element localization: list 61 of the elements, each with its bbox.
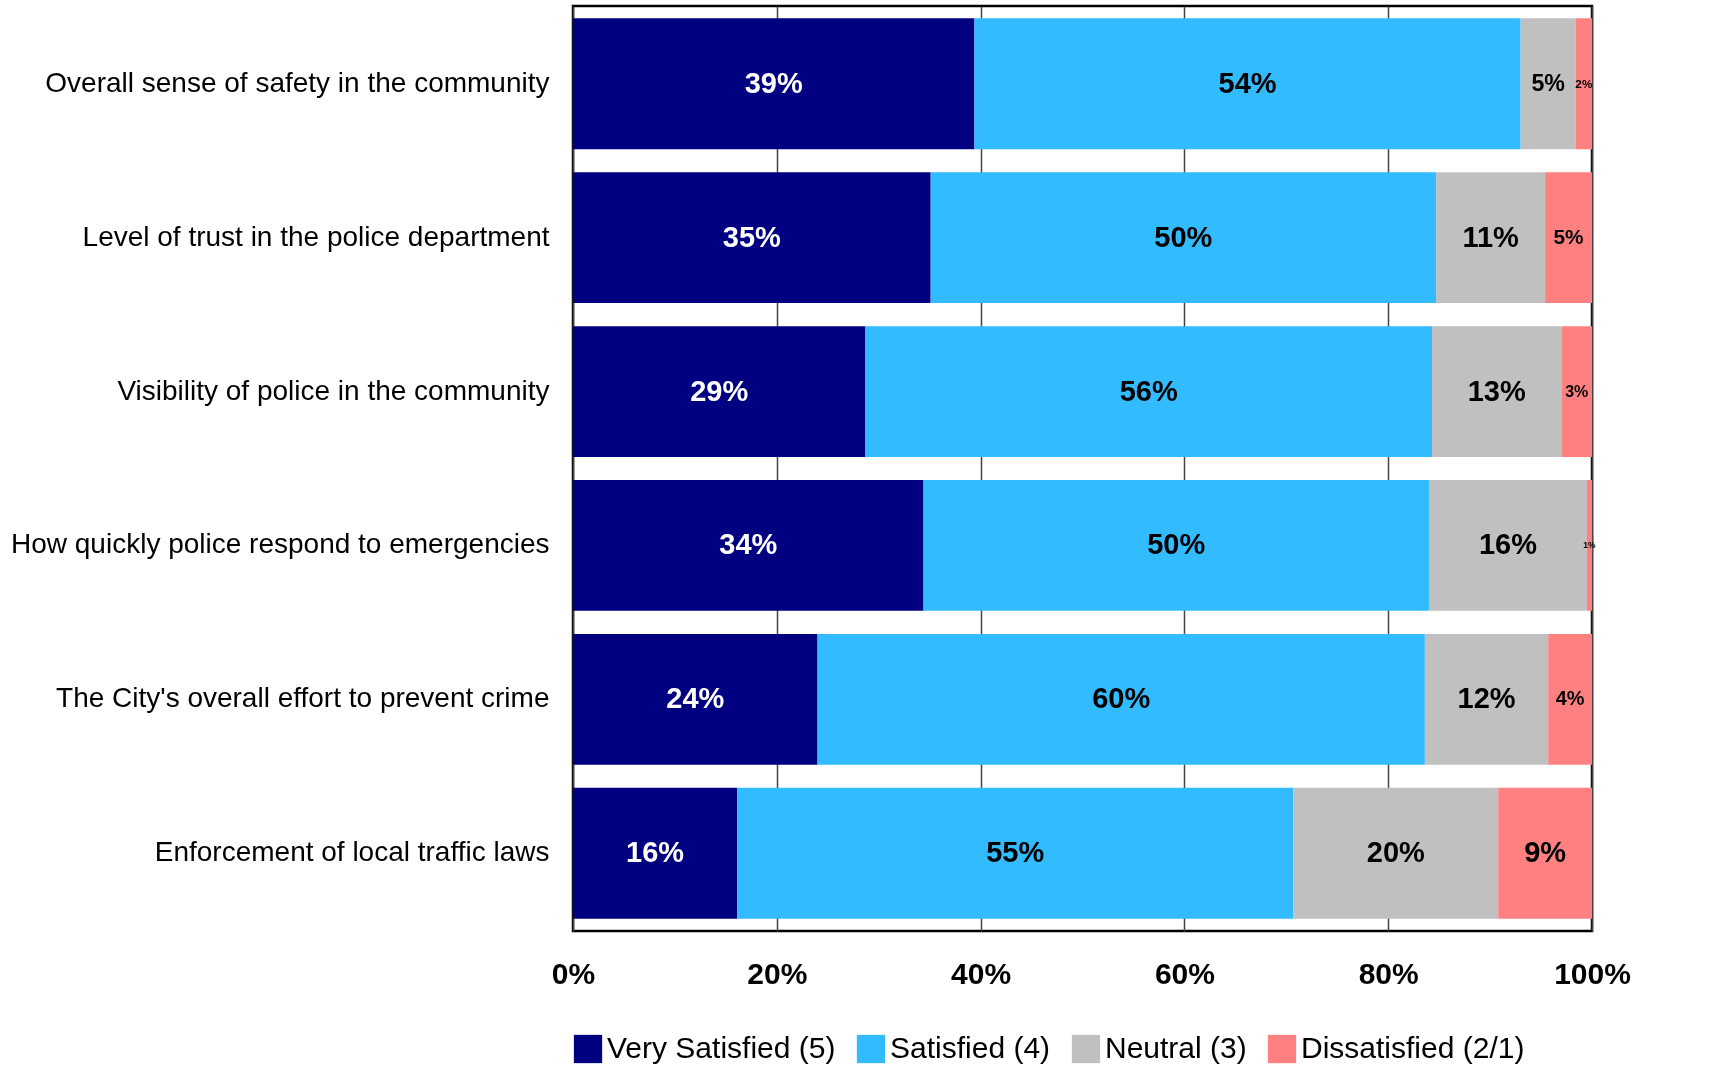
x-tick-label: 80% <box>1358 956 1419 990</box>
bar <box>573 787 738 919</box>
bar <box>1436 172 1546 304</box>
bar <box>1561 326 1592 457</box>
bar <box>930 172 1437 304</box>
legend-label: Neutral (3) <box>1105 1031 1247 1064</box>
legend-label: Satisfied (4) <box>890 1031 1051 1064</box>
bar <box>817 633 1425 765</box>
bar <box>573 326 866 457</box>
bar <box>573 633 818 765</box>
y-tick-label: Level of trust in the police department <box>82 220 550 252</box>
data-label: 3% <box>1565 382 1589 400</box>
x-tick-label: 60% <box>1154 956 1215 990</box>
data-label: 13% <box>1467 374 1526 407</box>
data-label: 16% <box>626 836 685 869</box>
data-label: 54% <box>1218 66 1277 99</box>
x-tick-label: 20% <box>747 956 808 990</box>
bar <box>1575 18 1592 150</box>
bar <box>573 480 924 611</box>
data-label: 20% <box>1366 836 1426 869</box>
x-tick-label: 0% <box>551 956 596 990</box>
y-tick-label: Enforcement of local traffic laws <box>154 836 550 868</box>
y-tick-label: Visibility of police in the community <box>117 374 550 406</box>
x-tick-label: 100% <box>1554 956 1631 990</box>
legend-label: Dissatisfied (2/1) <box>1301 1031 1525 1064</box>
bar <box>865 326 1433 457</box>
data-label: 16% <box>1478 528 1538 561</box>
data-label: 9% <box>1524 836 1567 869</box>
data-label: 4% <box>1555 687 1585 710</box>
bar <box>573 18 975 150</box>
data-label: 39% <box>744 66 803 99</box>
bar <box>737 787 1294 919</box>
data-label: 24% <box>666 682 725 715</box>
data-label: 56% <box>1119 374 1178 407</box>
x-tick-label: 40% <box>951 956 1012 990</box>
bar <box>923 480 1429 611</box>
data-label: 34% <box>719 528 778 561</box>
data-label: 12% <box>1457 682 1516 715</box>
bar <box>1548 633 1592 765</box>
data-label: 11% <box>1462 220 1520 253</box>
bar <box>1424 633 1549 765</box>
y-tick-label: Overall sense of safety in the community <box>45 66 550 98</box>
bar <box>1545 172 1592 304</box>
bar <box>1432 326 1562 457</box>
bar <box>1293 787 1499 919</box>
data-label: 35% <box>722 220 782 253</box>
data-label: 60% <box>1092 682 1151 715</box>
bar <box>974 18 1521 150</box>
bar <box>1520 18 1576 150</box>
data-label: 5% <box>1553 224 1584 248</box>
data-label: 2% <box>1575 76 1593 91</box>
data-label: 5% <box>1531 69 1565 96</box>
bar <box>573 172 931 304</box>
data-label: 29% <box>690 374 749 407</box>
data-label: 50% <box>1154 220 1213 253</box>
bar <box>1498 787 1592 919</box>
data-label: 50% <box>1147 528 1206 561</box>
y-tick-label: How quickly police respond to emergencies <box>11 528 550 560</box>
legend-label: Very Satisfied (5) <box>607 1031 836 1064</box>
y-tick-label: The City's overall effort to prevent crime <box>56 682 550 714</box>
data-label: 55% <box>986 836 1045 869</box>
